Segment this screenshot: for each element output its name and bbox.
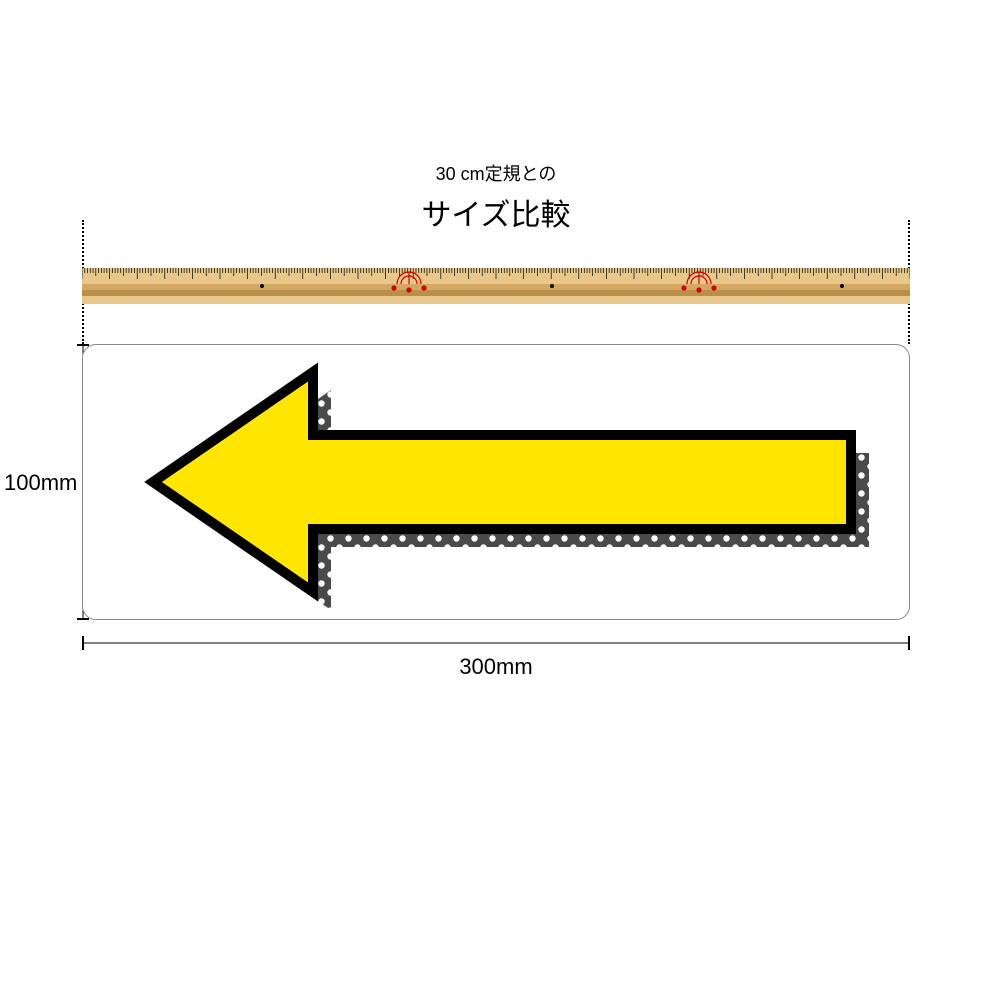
subtitle-text: 30 cm定規との (0, 160, 992, 186)
arrow-left-icon (153, 372, 851, 592)
width-label: 300mm (0, 654, 992, 680)
height-label: 100mm (4, 470, 77, 496)
sign-plate (82, 344, 910, 620)
diagram-container: 30 cm定規との サイズ比較 (0, 0, 992, 992)
ruler (82, 268, 910, 304)
title-text: サイズ比較 (0, 190, 992, 234)
